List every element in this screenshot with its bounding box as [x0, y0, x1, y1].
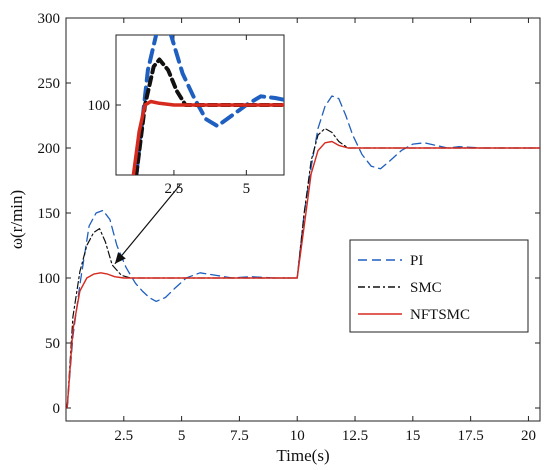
- legend-label-pi: PI: [410, 253, 423, 269]
- main-x-tick-label: 10: [290, 428, 305, 444]
- y-axis-label: ω(r/min): [7, 190, 26, 249]
- main-x-tick-label: 7.5: [230, 428, 249, 444]
- inset-x-tick-label: 2.5: [165, 181, 184, 197]
- inset-y-tick-label: 100: [88, 98, 111, 114]
- legend: PI SMC NFTSMC: [349, 239, 529, 333]
- main-x-tick-label: 17.5: [458, 428, 484, 444]
- main-y-tick-label: 100: [38, 271, 61, 287]
- inset-x-tick-label: 5: [243, 181, 251, 197]
- main-y-tick-label: 150: [38, 206, 61, 222]
- legend-label-smc: SMC: [410, 280, 442, 296]
- main-series-nftsmc-line: [66, 140, 540, 409]
- legend-box: [349, 239, 529, 333]
- main-x-tick-label: 2.5: [114, 428, 133, 444]
- inset-series-nftsmc-line: [131, 99, 284, 175]
- main-y-tick-label: 200: [38, 141, 61, 157]
- main-y-tick-label: 50: [45, 336, 60, 352]
- main-x-tick-label: 15: [405, 428, 420, 444]
- main-y-tick-label: 300: [38, 11, 61, 27]
- inset-series-pi-line: [134, 35, 284, 175]
- x-axis-label: Time(s): [276, 446, 329, 465]
- zoom-arrow: [114, 184, 181, 265]
- main-y-tick-label: 250: [38, 76, 61, 92]
- main-x-tick-label: 12.5: [342, 428, 368, 444]
- main-x-tick-label: 5: [178, 428, 186, 444]
- main-y-tick-label: 0: [53, 401, 61, 417]
- main-x-tick-label: 20: [521, 428, 536, 444]
- zoom-arrow-head: [114, 252, 126, 264]
- inset-chart: 2.5 5 100: [88, 34, 285, 197]
- legend-label-nftsmc: NFTSMC: [410, 307, 470, 323]
